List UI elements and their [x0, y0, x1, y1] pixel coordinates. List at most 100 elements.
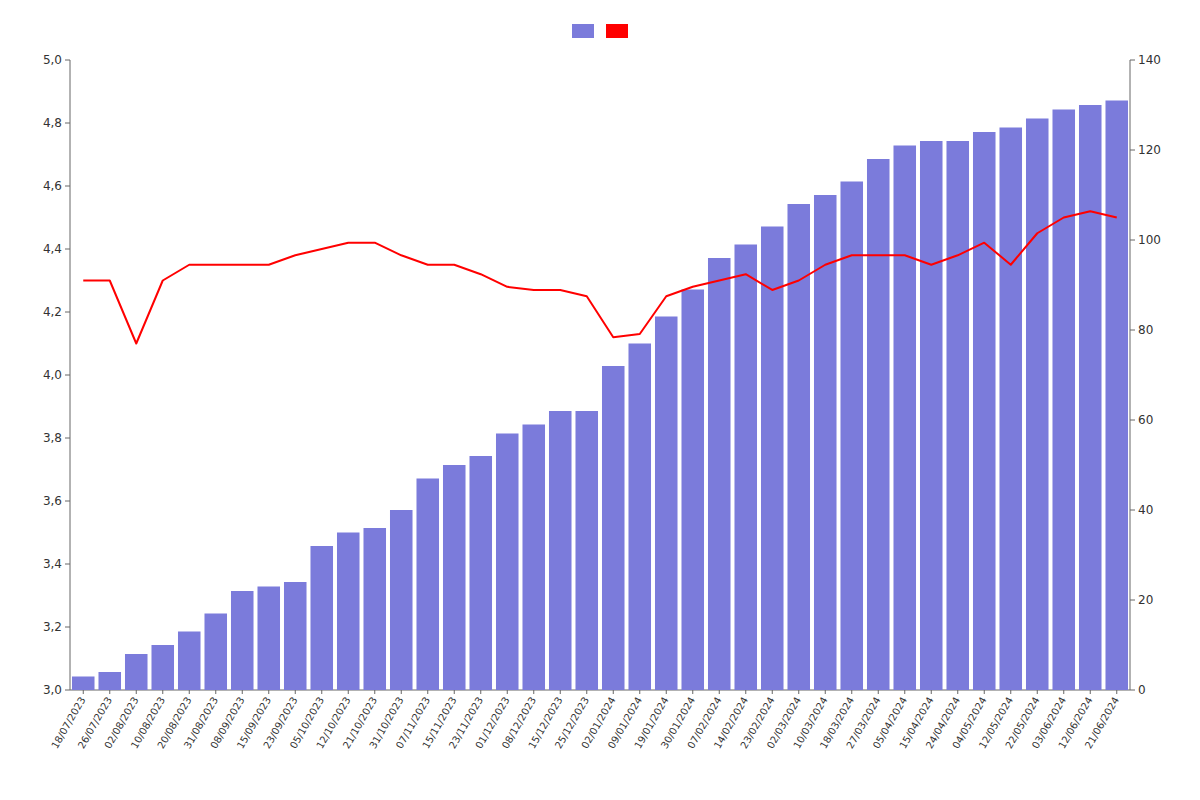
- x-tick: [931, 690, 932, 694]
- bar: [761, 227, 784, 691]
- y2-tick-label: 40: [1138, 503, 1153, 517]
- y-tick-label: 4,8: [43, 116, 62, 130]
- x-tick: [242, 690, 243, 694]
- x-tick: [295, 690, 296, 694]
- bar: [151, 645, 174, 690]
- bar: [602, 366, 625, 690]
- x-tick: [560, 690, 561, 694]
- bar: [284, 582, 307, 690]
- x-tick: [666, 690, 667, 694]
- y2-tick-label: 80: [1138, 323, 1153, 337]
- x-tick: [586, 690, 587, 694]
- x-axis-line: [70, 690, 1130, 691]
- y2-tick: [1130, 150, 1135, 151]
- bar: [999, 128, 1022, 691]
- x-tick: [533, 690, 534, 694]
- bar: [257, 587, 280, 691]
- bar-series: [72, 101, 1128, 691]
- bar: [920, 141, 943, 690]
- x-tick: [109, 690, 110, 694]
- bar: [628, 344, 651, 691]
- y-tick: [65, 564, 70, 565]
- y-tick: [65, 123, 70, 124]
- x-tick: [401, 690, 402, 694]
- bar: [681, 290, 704, 691]
- x-tick: [745, 690, 746, 694]
- y2-tick: [1130, 330, 1135, 331]
- y2-tick: [1130, 600, 1135, 601]
- y-tick-label: 5,0: [43, 53, 62, 67]
- x-tick-label: 21/06/2024: [1083, 695, 1121, 750]
- x-tick: [348, 690, 349, 694]
- y2-tick: [1130, 60, 1135, 61]
- bar: [1079, 105, 1102, 690]
- bar: [443, 465, 466, 690]
- x-tick: [268, 690, 269, 694]
- x-tick: [798, 690, 799, 694]
- x-tick: [1037, 690, 1038, 694]
- y-tick-label: 3,4: [43, 557, 62, 571]
- x-tick: [772, 690, 773, 694]
- bar: [98, 672, 121, 690]
- x-tick: [719, 690, 720, 694]
- x-tick: [374, 690, 375, 694]
- y-tick: [65, 375, 70, 376]
- x-tick: [136, 690, 137, 694]
- y-tick-label: 4,6: [43, 179, 62, 193]
- x-tick: [639, 690, 640, 694]
- x-tick: [984, 690, 985, 694]
- line: [83, 211, 1117, 343]
- x-tick: [878, 690, 879, 694]
- x-tick: [957, 690, 958, 694]
- y-tick: [65, 249, 70, 250]
- plot-area: [72, 101, 1128, 691]
- bar: [575, 411, 598, 690]
- x-tick: [904, 690, 905, 694]
- x-tick: [1090, 690, 1091, 694]
- y2-tick-label: 100: [1138, 233, 1161, 247]
- bar: [734, 245, 757, 691]
- bar: [125, 654, 148, 690]
- y-tick: [65, 501, 70, 502]
- y2-tick: [1130, 510, 1135, 511]
- y-tick-label: 4,2: [43, 305, 62, 319]
- x-tick: [825, 690, 826, 694]
- y-tick: [65, 438, 70, 439]
- bar: [72, 677, 95, 691]
- bar: [178, 632, 201, 691]
- chart: 3,03,23,43,63,84,04,24,44,64,85,00204060…: [0, 0, 1200, 800]
- x-tick: [215, 690, 216, 694]
- y-tick-label: 3,8: [43, 431, 62, 445]
- y2-tick-label: 60: [1138, 413, 1153, 427]
- y2-tick-label: 140: [1138, 53, 1161, 67]
- x-tick: [692, 690, 693, 694]
- x-tick: [851, 690, 852, 694]
- y2-tick: [1130, 420, 1135, 421]
- bar: [310, 546, 333, 690]
- x-tick: [1116, 690, 1117, 694]
- y-tick-label: 4,4: [43, 242, 62, 256]
- bar: [416, 479, 439, 691]
- x-tick: [1010, 690, 1011, 694]
- x-tick: [427, 690, 428, 694]
- axes: 3,03,23,43,63,84,04,24,44,64,85,00204060…: [43, 53, 1161, 751]
- y2-tick-label: 120: [1138, 143, 1161, 157]
- bar: [946, 141, 969, 690]
- y2-tick: [1130, 690, 1135, 691]
- bar: [655, 317, 678, 691]
- bar: [867, 159, 890, 690]
- y-tick-label: 3,0: [43, 683, 62, 697]
- bar: [363, 528, 386, 690]
- bar: [231, 591, 254, 690]
- bar: [973, 132, 996, 690]
- y-tick-label: 4,0: [43, 368, 62, 382]
- legend-swatch: [606, 24, 628, 38]
- y-tick: [65, 690, 70, 691]
- y2-tick: [1130, 240, 1135, 241]
- y2-tick-label: 20: [1138, 593, 1153, 607]
- y-tick: [65, 186, 70, 187]
- bar: [1052, 110, 1075, 691]
- x-tick: [613, 690, 614, 694]
- bar: [204, 614, 227, 691]
- x-tick: [83, 690, 84, 694]
